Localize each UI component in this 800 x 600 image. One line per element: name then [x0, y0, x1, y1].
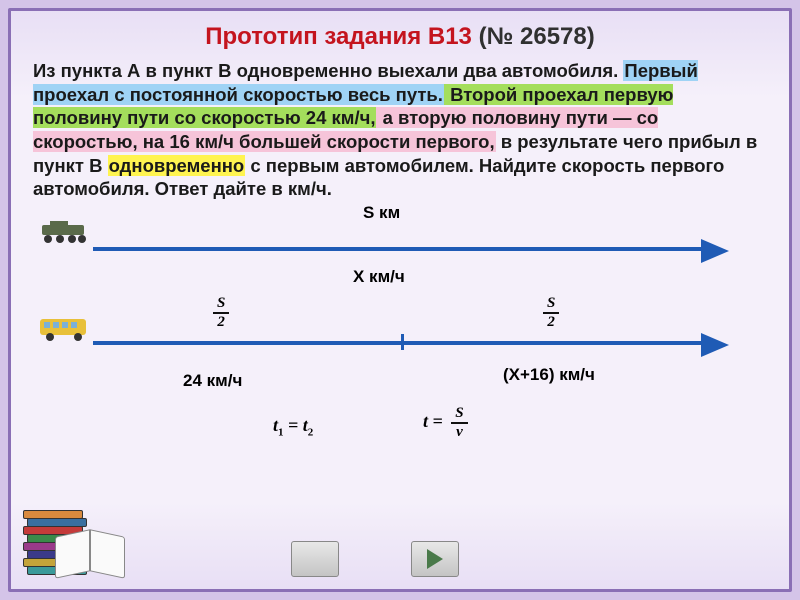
arrow-2-tick: [401, 334, 404, 350]
label-speed1: 24 км/ч: [183, 371, 242, 391]
frac-s-half-1: S2: [213, 295, 229, 331]
slide-title: Прототип задания В13 (№ 26578): [11, 11, 789, 59]
arrow-1-head: [701, 239, 729, 263]
open-book: [55, 530, 125, 575]
play-icon: [427, 549, 443, 569]
arrow-2-line: [93, 341, 703, 345]
problem-text: Из пункта А в пункт В одновременно выеха…: [11, 59, 789, 201]
title-prefix: Прототип задания В13: [205, 23, 478, 50]
frac-s-half-2: S2: [543, 295, 559, 331]
problem-p6: одновременно: [108, 155, 246, 176]
label-x: X км/ч: [353, 267, 405, 287]
arrow-2-head: [701, 333, 729, 357]
equation-t-sv: t = Sv: [423, 405, 468, 441]
label-speed2: (X+16) км/ч: [503, 365, 595, 385]
problem-p1: Из пункта А в пункт В одновременно выеха…: [33, 60, 623, 81]
vehicle-2-icon: [38, 315, 92, 350]
title-suffix: (№ 26578): [479, 23, 595, 50]
arrow-1-line: [93, 247, 703, 251]
equation-t1-t2: t1 = t2: [273, 415, 313, 439]
prev-button[interactable]: [291, 541, 339, 577]
slide-frame: Прототип задания В13 (№ 26578) Из пункта…: [8, 8, 792, 592]
label-s: S км: [363, 203, 400, 223]
books-icon: [25, 495, 115, 575]
diagram: S км X км/ч S2 S2 24 км/ч (X+16) км/ч t1…: [33, 207, 767, 467]
vehicle-1-icon: [38, 221, 92, 252]
next-button[interactable]: [411, 541, 459, 577]
